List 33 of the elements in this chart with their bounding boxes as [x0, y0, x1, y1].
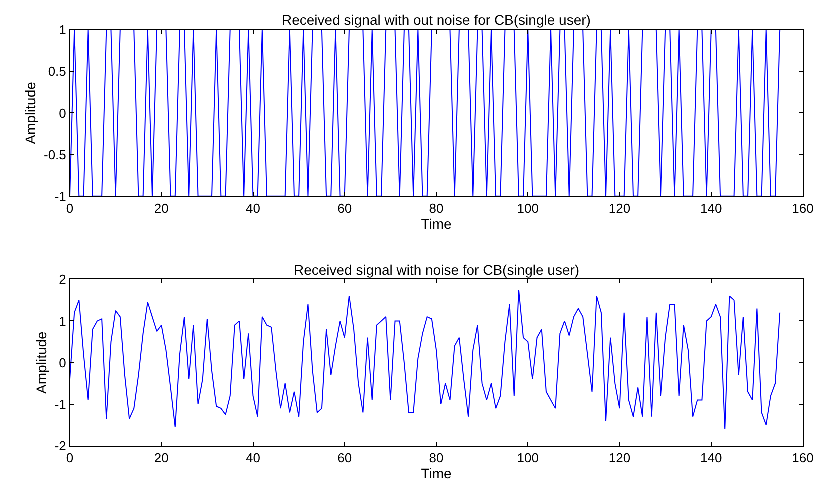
x-tick-label: 140: [700, 201, 722, 216]
y-tick-label: -1: [54, 396, 66, 412]
chart-title: Received signal with out noise for CB(single user): [282, 12, 591, 28]
y-tick-label: 0: [59, 106, 66, 121]
x-tick-label: 40: [246, 201, 260, 216]
x-tick-label: 60: [338, 450, 352, 466]
y-axis-title: Amplitude: [22, 82, 39, 144]
x-axis-title: Time: [421, 216, 452, 232]
x-tick-label: 120: [608, 201, 631, 216]
x-tick-label: 60: [338, 201, 352, 216]
y-tick-label: -0.5: [44, 147, 66, 162]
x-axis-title: Time: [421, 466, 452, 482]
x-tick-label: 100: [517, 450, 539, 466]
x-tick-label: 100: [517, 201, 539, 216]
x-tick-label: 160: [792, 450, 814, 466]
y-axis-title: Amplitude: [33, 331, 50, 394]
line-series: [70, 290, 781, 430]
x-tick-label: 80: [429, 450, 444, 466]
y-tick-label: -1: [54, 188, 66, 204]
x-tick-label: 140: [700, 450, 722, 466]
x-tick-label: 20: [154, 450, 169, 466]
x-tick-label: 20: [154, 201, 169, 216]
chart-title: Received signal with noise for CB(single user): [294, 262, 580, 278]
x-tick-label: 80: [429, 201, 444, 216]
y-tick-label: 1: [59, 22, 66, 38]
x-tick-label: 40: [246, 450, 260, 466]
y-tick-label: 0.5: [48, 64, 66, 80]
y-tick-label: 1: [59, 314, 66, 329]
y-tick-label: 2: [59, 272, 66, 288]
y-tick-label: 0: [59, 355, 66, 370]
y-tick-label: -2: [54, 438, 66, 454]
x-tick-label: 120: [608, 450, 631, 466]
x-tick-label: 160: [792, 201, 814, 216]
